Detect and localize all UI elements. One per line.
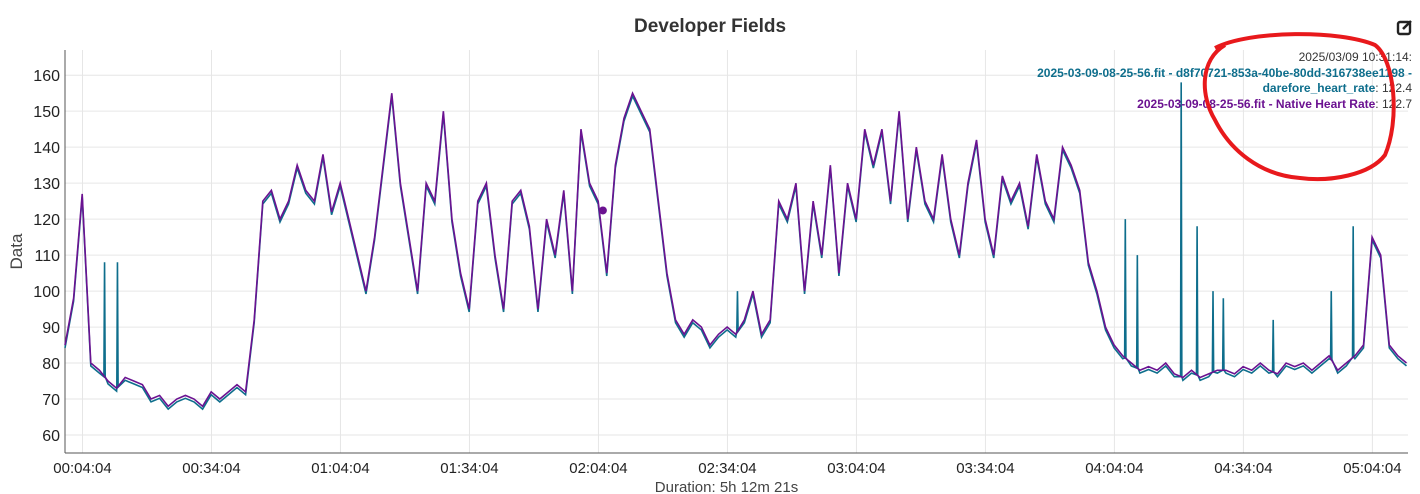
y-tick-label: 140	[33, 140, 60, 157]
x-tick-label: 03:34:04	[956, 460, 1014, 477]
tooltip-time: 2025/03/09 10:31:14:	[1298, 50, 1412, 64]
y-tick-label: 110	[34, 248, 60, 265]
y-tick-label: 150	[33, 104, 60, 121]
y-tick-label: 130	[33, 176, 60, 193]
x-tick-label: 05:04:04	[1343, 460, 1401, 477]
x-tick-label: 02:34:04	[698, 460, 756, 477]
tooltip-series1-label2: darefore_heart_rate	[1262, 81, 1376, 95]
tooltip-series2-value: 122.7	[1381, 96, 1412, 111]
x-tick-label: 01:34:04	[440, 460, 498, 477]
x-tick-label: 04:34:04	[1214, 460, 1272, 477]
y-tick-label: 80	[42, 356, 60, 373]
y-tick-label: 160	[33, 68, 60, 85]
tooltip-series2-label: 2025-03-09-08-25-56.fit - Native Heart R…	[1137, 96, 1376, 111]
x-tick-label: 00:04:04	[53, 460, 111, 477]
tooltip-series1-label: 2025-03-09-08-25-56.fit - d8f70721-853a-…	[1037, 65, 1412, 80]
x-axis-label: Duration: 5h 12m 21s	[655, 479, 798, 494]
x-tick-label: 00:34:04	[182, 460, 240, 477]
x-tick-label: 01:04:04	[311, 460, 369, 477]
y-tick-label: 120	[33, 212, 60, 229]
y-tick-label: 70	[42, 392, 60, 409]
y-tick-label: 60	[42, 428, 60, 445]
series-native-heart-rate-line	[64, 91, 1408, 408]
chart-title: Developer Fields	[633, 16, 787, 37]
edit-icon[interactable]	[1396, 18, 1414, 36]
y-tick-label: 90	[42, 320, 60, 337]
series-darefore-heart-rate-line	[64, 82, 1408, 411]
tooltip-series1-value: 122.4	[1381, 81, 1412, 95]
hover-marker	[598, 206, 607, 215]
hover-tooltip: 2025/03/09 10:31:14: 2025-03-09-08-25-56…	[1037, 50, 1412, 111]
x-tick-label: 03:04:04	[827, 460, 885, 477]
x-tick-label: 04:04:04	[1085, 460, 1143, 477]
x-tick-label: 02:04:04	[569, 460, 627, 477]
y-axis-label: Data	[7, 233, 26, 269]
y-tick-label: 100	[33, 284, 60, 301]
